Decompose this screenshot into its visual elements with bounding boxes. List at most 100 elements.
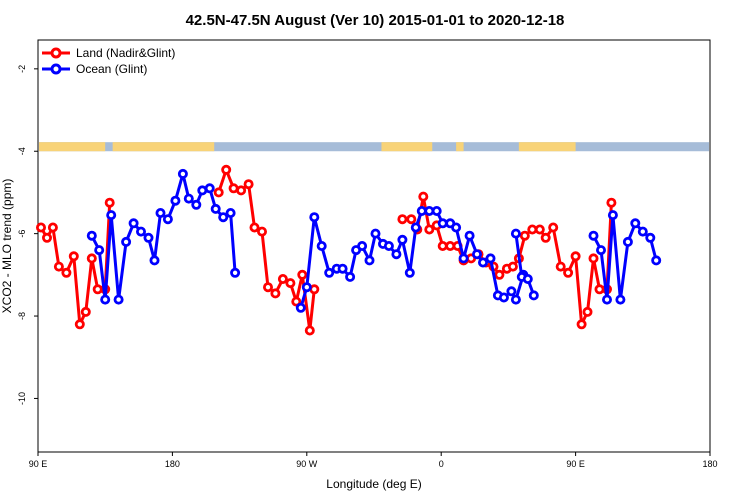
data-point [170,195,181,206]
data-point [630,218,641,229]
data-point [204,183,215,194]
data-point [637,226,648,237]
data-point [61,267,72,278]
data-point [345,271,356,282]
data-point [230,267,241,278]
data-point [236,185,247,196]
data-point [406,214,417,225]
data-point [510,294,521,305]
plot-frame [37,39,711,453]
data-point [80,306,91,317]
x-tick-label: 180 [165,459,180,469]
data-point [418,191,429,202]
data-point [582,306,593,317]
data-point [451,222,462,233]
legend-land-marker [50,47,62,59]
data-point [221,164,232,175]
data-point [471,249,482,260]
y-tick-label: -4 [17,147,27,155]
legend: Land (Nadir&Glint) Ocean (Glint) [42,46,175,76]
data-point [68,251,79,262]
data-point [106,210,117,221]
data-point [316,240,327,251]
data-point [225,207,236,218]
series-line [90,172,237,302]
data-point [510,228,521,239]
ocean-series [86,168,662,313]
y-tick-label: -10 [17,392,27,405]
data-point [357,240,368,251]
data-point [622,236,633,247]
legend-land-label: Land (Nadir&Glint) [76,46,175,60]
y-tick-label: -8 [17,312,27,320]
data-point [249,222,260,233]
data-point [243,179,254,190]
data-point [262,282,273,293]
data-point [607,210,618,221]
data-point [370,228,381,239]
data-point [519,230,530,241]
data-point [74,319,85,330]
data-point [337,263,348,274]
data-point [404,267,415,278]
data-point [588,230,599,241]
x-tick-label: 90 W [296,459,318,469]
data-point [309,212,320,223]
data-point [155,207,166,218]
data-point [548,222,559,233]
data-point [218,212,229,223]
data-point [570,251,581,262]
axes: 90 E 180 90 W 0 90 E 180 -2 -4 -6 -8 -10 [17,65,718,469]
data-point [143,232,154,243]
data-point [391,249,402,260]
data-point [47,222,58,233]
data-point [301,282,312,293]
data-point [410,222,421,233]
chart-title: 42.5N-47.5N August (Ver 10) 2015-01-01 t… [186,12,565,29]
data-point [424,224,435,235]
land-ocean-strip [39,142,709,152]
data-point [149,255,160,266]
data-point [291,296,302,307]
data-point [615,294,626,305]
x-axis-label: Longitude (deg E) [326,477,421,491]
x-tick-label: 90 E [29,459,48,469]
land-band [381,142,433,152]
series-layer [36,164,662,336]
data-point [100,294,111,305]
data-point [383,240,394,251]
data-point [528,290,539,301]
data-point [135,226,146,237]
data-point [324,267,335,278]
y-tick-label: -6 [17,230,27,238]
land-band [518,142,576,152]
data-point [485,253,496,264]
data-point [121,236,132,247]
land-band [39,142,106,152]
data-point [397,234,408,245]
data-point [285,278,296,289]
data-point [397,214,408,225]
land-band [112,142,215,152]
data-point [162,214,173,225]
data-point [86,230,97,241]
data-point [364,255,375,266]
data-point [506,286,517,297]
data-point [576,319,587,330]
data-point [596,245,607,256]
data-point [256,226,267,237]
data-point [645,232,656,243]
data-point [522,273,533,284]
data-point [534,224,545,235]
data-point [297,269,308,280]
legend-ocean-label: Ocean (Glint) [76,62,147,76]
x-tick-label: 180 [702,459,717,469]
data-point [464,230,475,241]
data-point [507,261,518,272]
data-point [94,245,105,256]
series-line [402,195,613,326]
data-point [651,255,662,266]
data-point [477,257,488,268]
land-series [36,164,617,336]
ocean-band [39,142,709,152]
